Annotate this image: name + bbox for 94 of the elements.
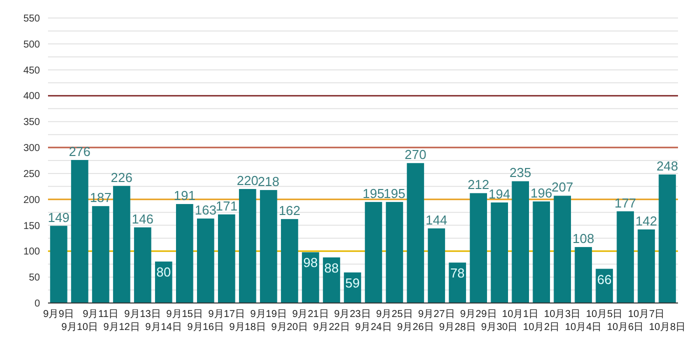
- bar: [470, 193, 488, 303]
- data-label: 98: [303, 255, 318, 270]
- y-tick-label: 400: [23, 91, 40, 102]
- y-tick-label: 100: [23, 246, 40, 258]
- bar: [554, 196, 571, 303]
- data-label: 196: [530, 185, 552, 200]
- data-label: 194: [488, 186, 510, 202]
- data-label: 218: [258, 174, 280, 190]
- x-tick-label: 9月23日: [334, 309, 371, 320]
- data-label: 235: [510, 165, 532, 180]
- bar: [638, 229, 655, 303]
- bar: [490, 202, 508, 303]
- y-tick-label: 450: [23, 65, 40, 76]
- bar: [386, 202, 404, 303]
- x-tick-label: 9月27日: [418, 309, 455, 320]
- bar: [71, 160, 88, 303]
- x-tick-label: 10月4日: [565, 322, 602, 333]
- data-label: 248: [656, 158, 678, 174]
- x-tick-label: 9月21日: [292, 309, 329, 320]
- y-tick-label: 0: [34, 298, 40, 310]
- y-tick-label: 250: [23, 168, 40, 180]
- bar: [280, 219, 298, 303]
- x-tick-label: 10月2日: [523, 322, 560, 333]
- x-tick-label: 10月7日: [628, 309, 665, 320]
- bar: [92, 206, 110, 303]
- data-label: 226: [110, 170, 133, 185]
- data-label: 163: [194, 202, 216, 218]
- bar: [406, 163, 424, 303]
- x-tick-label: 10月1日: [502, 309, 539, 320]
- x-tick-label: 10月3日: [544, 309, 581, 320]
- data-label: 177: [614, 195, 636, 210]
- x-tick-label: 10月5日: [586, 309, 623, 320]
- y-tick-label: 300: [23, 143, 40, 154]
- x-tick-label: 9月26日: [397, 322, 434, 333]
- x-tick-label: 9月17日: [208, 309, 245, 320]
- x-tick-label: 9月16日: [187, 322, 224, 333]
- bar: [658, 174, 676, 303]
- data-label: 270: [404, 147, 426, 162]
- x-tick-label: 9月12日: [103, 322, 140, 333]
- data-label: 80: [156, 264, 171, 280]
- x-tick-label: 9月30日: [481, 322, 518, 333]
- x-tick-label: 9月29日: [460, 309, 497, 320]
- bar: [113, 186, 130, 303]
- bar: [260, 190, 278, 303]
- y-tick-label: 50: [28, 272, 40, 284]
- y-tick-label: 200: [23, 194, 40, 206]
- bar: [197, 218, 214, 303]
- data-label: 212: [468, 177, 490, 192]
- data-label: 162: [278, 203, 300, 218]
- data-label: 220: [236, 173, 258, 188]
- x-tick-label: 9月15日: [166, 309, 203, 320]
- y-tick-label: 500: [23, 39, 40, 50]
- y-tick-label: 350: [23, 117, 40, 128]
- x-tick-label: 9月10日: [61, 322, 98, 333]
- data-label: 66: [597, 272, 612, 287]
- bar: [428, 228, 446, 303]
- x-tick-label: 9月28日: [439, 322, 476, 333]
- data-label: 146: [132, 211, 154, 226]
- x-tick-label: 9月11日: [82, 309, 119, 320]
- data-label: 195: [362, 186, 384, 201]
- x-tick-label: 9月24日: [355, 322, 392, 333]
- data-label: 171: [216, 198, 238, 214]
- y-tick-label: 550: [23, 14, 40, 24]
- x-tick-label: 9月9日: [43, 309, 74, 320]
- data-label: 207: [552, 180, 574, 195]
- bar: [532, 201, 550, 303]
- data-label: 108: [572, 231, 594, 246]
- bar: [50, 226, 68, 303]
- data-label: 149: [48, 210, 70, 225]
- bar: [616, 211, 634, 303]
- bar: [176, 204, 194, 303]
- data-label: 195: [384, 186, 406, 201]
- x-tick-label: 9月13日: [124, 309, 161, 320]
- x-tick-label: 9月19日: [250, 309, 287, 320]
- y-tick-label: 150: [23, 220, 40, 232]
- x-tick-label: 9月22日: [313, 322, 350, 333]
- bar: [134, 227, 152, 303]
- bar: [218, 214, 236, 303]
- bar: [574, 247, 592, 303]
- data-label: 276: [68, 144, 91, 159]
- x-tick-label: 9月18日: [229, 322, 266, 333]
- x-tick-label: 9月14日: [145, 322, 182, 333]
- data-label: 142: [635, 213, 658, 228]
- bar: [512, 181, 529, 303]
- x-tick-label: 10月6日: [606, 322, 644, 333]
- x-tick-label: 9月20日: [271, 322, 308, 333]
- data-label: 144: [426, 212, 448, 228]
- data-label: 59: [345, 275, 360, 290]
- bar: [364, 202, 382, 303]
- x-tick-label: 10月8日: [648, 322, 686, 333]
- bar: [238, 189, 256, 303]
- data-label: 78: [450, 266, 465, 281]
- data-label: 88: [324, 260, 339, 276]
- x-tick-label: 9月25日: [376, 309, 413, 320]
